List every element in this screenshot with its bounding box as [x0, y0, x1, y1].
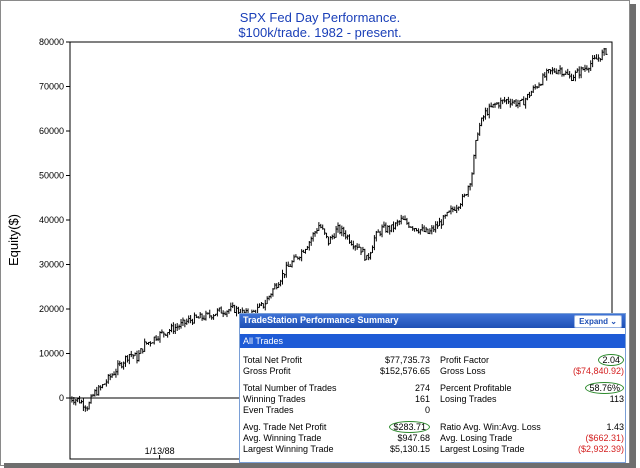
y-tick-label: 50000 — [39, 171, 64, 181]
stat-label: Losing Trades — [440, 394, 497, 404]
performance-summary-panel: TradeStation Performance Summary Expand … — [239, 313, 626, 463]
stat-label: Percent Profitable — [440, 383, 512, 393]
y-tick-label: 40000 — [39, 215, 64, 225]
stat-label: Avg. Trade Net Profit — [243, 422, 327, 432]
panel-header: TradeStation Performance Summary Expand … — [240, 314, 625, 328]
stat-label: Avg. Losing Trade — [440, 433, 513, 443]
stat-value: $152,576.65 — [379, 366, 430, 376]
chevron-down-icon: ⌄ — [610, 317, 617, 326]
stat-label: Profit Factor — [440, 355, 490, 365]
stat-value: $77,735.73 — [384, 355, 430, 365]
stat-value: 161 — [414, 394, 430, 404]
y-tick-label: 20000 — [39, 304, 64, 314]
stat-value-highlighted: 58.76% — [540, 382, 624, 394]
stat-label: Total Number of Trades — [243, 383, 337, 393]
stat-value-negative: ($2,932.39) — [577, 444, 624, 454]
stat-value: 0 — [424, 405, 430, 415]
stat-value: 113 — [609, 394, 624, 404]
panel-title: TradeStation Performance Summary — [243, 315, 399, 325]
highlight-circle: 58.76% — [585, 382, 624, 394]
stat-value-highlighted: 2.04 — [540, 354, 624, 366]
stat-label: Largest Losing Trade — [440, 444, 525, 454]
stat-label: Avg. Winning Trade — [243, 433, 322, 443]
stat-value: $947.68 — [397, 433, 430, 443]
stat-label: Gross Profit — [243, 366, 291, 376]
frame-shadow-bottom — [4, 463, 636, 468]
expand-label: Expand — [579, 317, 609, 326]
stat-value-negative: ($74,840.92) — [572, 366, 624, 376]
stat-label: Ratio Avg. Win:Avg. Loss — [440, 422, 541, 432]
chart-title: SPX Fed Day Performance. — [239, 10, 401, 25]
y-tick-label: 80000 — [39, 37, 64, 47]
equity-series — [69, 47, 608, 412]
y-tick-label: 0 — [59, 393, 64, 403]
stat-value-negative: ($662.31) — [585, 433, 624, 443]
stat-label: Gross Loss — [440, 366, 486, 376]
chart-subtitle: $100k/trade. 1982 - present. — [238, 25, 402, 40]
expand-button[interactable]: Expand ⌄ — [574, 315, 622, 328]
x-tick-label: 1/13/88 — [145, 446, 175, 456]
highlight-circle: $283.71 — [389, 421, 430, 433]
stat-label: Winning Trades — [243, 394, 306, 404]
section-label: All Trades — [243, 336, 284, 346]
stat-value: 1.43 — [606, 422, 624, 432]
y-tick-label: 70000 — [39, 82, 64, 92]
stat-value: 274 — [414, 383, 430, 393]
stat-label: Even Trades — [243, 405, 294, 415]
stat-value-highlighted: $283.71 — [360, 421, 430, 433]
y-tick-label: 10000 — [39, 349, 64, 359]
frame-shadow-right — [630, 4, 636, 468]
highlight-circle: 2.04 — [598, 354, 624, 366]
stat-label: Largest Winning Trade — [243, 444, 334, 454]
y-axis: 0 10000 20000 30000 40000 50000 60000 70000 8000… — [39, 37, 70, 403]
stat-value: $5,130.15 — [389, 444, 430, 454]
y-tick-label: 60000 — [39, 126, 64, 136]
y-tick-label: 30000 — [39, 260, 64, 270]
stat-label: Total Net Profit — [243, 355, 303, 365]
section-bar: All Trades — [240, 334, 625, 348]
